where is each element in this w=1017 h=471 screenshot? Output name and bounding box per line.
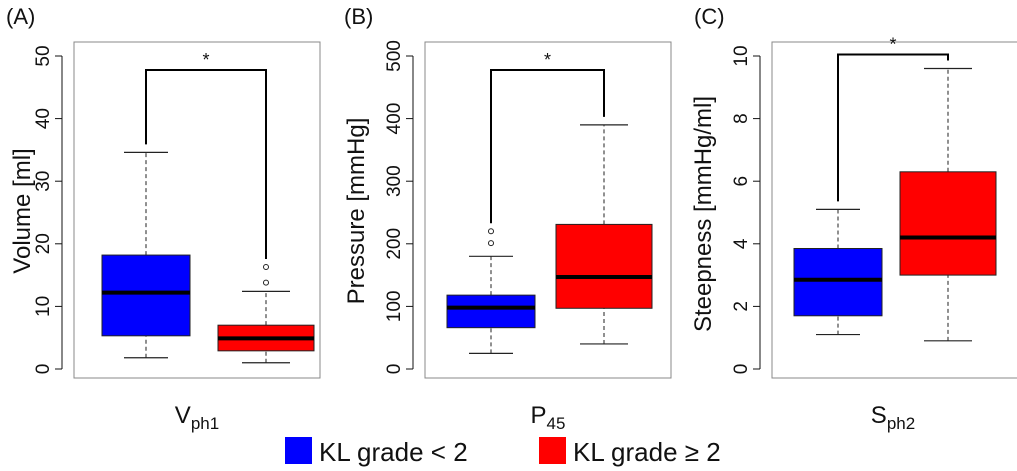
- panel-b-kl-2-or-more-box: [555, 223, 653, 309]
- panel-b-y-axis: 0 100 200 300 400 500: [384, 40, 414, 375]
- legend: KL grade < 2 KL grade ≥ 2: [285, 437, 721, 467]
- panel-b-y-tick-label: 300: [384, 165, 405, 197]
- panel-a-label: (A): [6, 4, 35, 29]
- panel-c-kl-below-2-box: [793, 247, 883, 317]
- panel-a-y-tick-label: 10: [33, 296, 54, 317]
- legend-label-kl-below-2: KL grade < 2: [319, 437, 468, 467]
- panel-b-y-tick-label: 200: [384, 228, 405, 260]
- panel-c-y-tick-label: 4: [731, 238, 752, 249]
- panel-a-kl-2-or-more-outlier: [263, 279, 269, 286]
- panel-c-plot: *: [793, 35, 997, 342]
- panel-b-significance-star: *: [544, 50, 551, 70]
- panel-c-y-tick-label: 6: [731, 176, 752, 187]
- panel-a-kl-below-2-box: [101, 254, 191, 337]
- panel-a-significance-bracket: [145, 69, 267, 259]
- panel-a-y-axis: 0 10 20 30 40 50: [33, 45, 63, 375]
- panel-a-xlabel-main: V: [175, 402, 191, 429]
- panel-c-y-tick-label: 2: [731, 301, 752, 312]
- panel-c-y-axis: 0 2 4 6 8 10: [731, 45, 761, 375]
- panel-b-y-tick-label: 400: [384, 103, 405, 135]
- panel-b-xlabel-main: P: [531, 402, 547, 429]
- panel-b-y-tick-label: 500: [384, 40, 405, 72]
- panel-c: (C) Steepness [mmHg/ml] 0 2 4 6 8 10 * Sph2: [690, 4, 1017, 433]
- panel-a-y-tick-label: 40: [33, 108, 54, 129]
- panel-c-y-tick-label: 8: [731, 113, 752, 124]
- panel-b-ylabel: Pressure [mmHg]: [343, 118, 370, 305]
- panel-b: (B) Pressure [mmHg] 0 100 200 300 400 500 * P…: [343, 4, 672, 433]
- legend-swatch-kl-2-or-more: [539, 437, 566, 464]
- panel-c-xlabel-main: S: [871, 402, 887, 429]
- panel-a-y-tick-label: 30: [33, 171, 54, 192]
- panel-a-plot: *: [101, 50, 315, 364]
- panel-c-significance-star: *: [889, 35, 896, 55]
- legend-swatch-kl-below-2: [285, 437, 312, 464]
- panel-c-y-tick-label: 10: [731, 45, 752, 66]
- panel-b-xlabel-sub: 45: [547, 414, 566, 433]
- panel-b-plot: *: [446, 50, 653, 354]
- panel-a-y-tick-label: 20: [33, 233, 54, 254]
- panel-b-significance-bracket: [490, 69, 605, 224]
- panel-b-kl-below-2-box: [446, 294, 536, 329]
- panel-c-significance-bracket: [837, 53, 949, 202]
- panel-a-y-tick-label: 50: [33, 45, 54, 66]
- panel-a-frame: [73, 41, 321, 379]
- panel-b-y-tick-label: 100: [384, 291, 405, 323]
- panel-b-label: (B): [344, 4, 373, 29]
- panel-a-y-tick-label: 0: [33, 364, 54, 375]
- panel-a-kl-2-or-more-outlier: [263, 263, 269, 270]
- panel-a-significance-star: *: [202, 50, 209, 70]
- panel-a-xlabel-sub: ph1: [191, 414, 219, 433]
- legend-label-kl-2-or-more: KL grade ≥ 2: [573, 437, 721, 467]
- panel-c-ylabel: Steepness [mmHg/ml]: [690, 96, 717, 332]
- panel-c-frame: [771, 41, 1017, 379]
- panel-c-kl-2-or-more-box: [899, 171, 997, 276]
- panel-b-frame: [424, 41, 672, 379]
- panel-b-xlabel: P45: [531, 402, 566, 433]
- panel-a: (A) Volume [ml] 0 10 20 30 40 50 * Vph1: [6, 4, 321, 433]
- panel-a-xlabel: Vph1: [175, 402, 219, 433]
- panel-a-ylabel: Volume [ml]: [9, 148, 36, 273]
- panel-b-y-tick-label: 0: [384, 364, 405, 375]
- panel-c-y-tick-label: 0: [731, 364, 752, 375]
- panel-c-label: (C): [694, 4, 725, 29]
- panel-c-xlabel: Sph2: [871, 402, 915, 433]
- panel-b-kl-below-2-outlier: [488, 240, 494, 247]
- panel-b-kl-below-2-outlier: [488, 228, 494, 235]
- panel-c-xlabel-sub: ph2: [887, 414, 915, 433]
